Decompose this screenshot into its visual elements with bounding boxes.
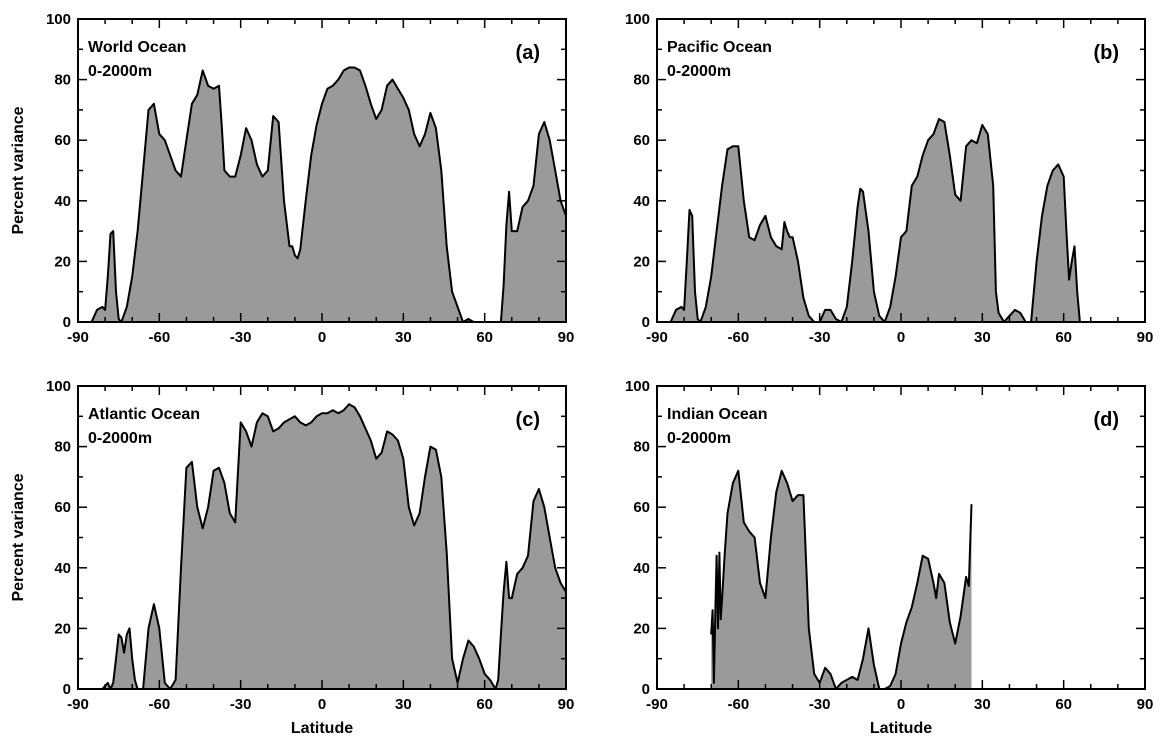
x-tick-label: -30 xyxy=(230,329,252,346)
panels: -90 -60 -30 0 30 60 90 0 20 40 60 80 100 World Ocean 0… xyxy=(10,11,1153,737)
panel-title: Indian Ocean xyxy=(667,406,767,423)
x-tick-label: -90 xyxy=(67,329,89,346)
panel-title: Pacific Ocean xyxy=(667,39,772,56)
y-tick-label: 100 xyxy=(625,378,650,395)
series-line xyxy=(710,469,973,689)
y-tick-label: 20 xyxy=(54,253,71,270)
y-tick-label: 100 xyxy=(625,11,650,28)
x-tick-label: 60 xyxy=(476,696,493,713)
y-tick-label: 80 xyxy=(633,72,650,89)
y-tick-label: 80 xyxy=(54,72,71,89)
y-tick-label: 80 xyxy=(633,439,650,456)
x-tick-label: 60 xyxy=(1055,329,1072,346)
x-tick-label: 60 xyxy=(1055,696,1072,713)
x-tick-label: 30 xyxy=(395,329,412,346)
x-tick-label: -60 xyxy=(148,329,170,346)
series-group xyxy=(669,118,1145,322)
x-tick-label: 0 xyxy=(897,696,905,713)
y-tick-label: 40 xyxy=(54,560,71,577)
series-area xyxy=(91,67,566,322)
series-area xyxy=(102,404,566,689)
series-area xyxy=(711,470,972,689)
panel-b: -90 -60 -30 0 30 60 90 0 20 40 60 80 100 Pacific Ocea… xyxy=(625,11,1153,346)
x-tick-label: 30 xyxy=(974,696,991,713)
y-tick-label: 40 xyxy=(633,193,650,210)
series-group xyxy=(710,469,973,689)
panel-label: (a) xyxy=(516,42,540,64)
x-tick-label: 30 xyxy=(974,329,991,346)
y-tick-label: 100 xyxy=(46,378,71,395)
y-tick-label: 0 xyxy=(642,681,650,698)
y-tick-label: 60 xyxy=(54,132,71,149)
x-tick-label: 90 xyxy=(1137,696,1154,713)
panel-label: (d) xyxy=(1093,409,1119,431)
panel-c: -90 -60 -30 0 30 60 90 0 20 40 60 80 100 Atlantic Oce… xyxy=(10,378,574,737)
y-tick-label: 0 xyxy=(642,314,650,331)
x-tick-label: -30 xyxy=(809,696,831,713)
x-tick-label: 90 xyxy=(558,696,575,713)
x-axis-label: Latitude xyxy=(870,720,932,737)
series-line xyxy=(101,403,566,689)
x-tick-label: 60 xyxy=(476,329,493,346)
y-tick-label: 20 xyxy=(633,620,650,637)
x-tick-label: -30 xyxy=(809,329,831,346)
panel-subtitle: 0-2000m xyxy=(88,63,152,80)
x-tick-label: -90 xyxy=(67,696,89,713)
x-tick-label: 30 xyxy=(395,696,412,713)
panel-title: World Ocean xyxy=(88,39,186,56)
x-tick-label: 0 xyxy=(318,696,326,713)
panel-subtitle: 0-2000m xyxy=(667,430,731,447)
x-tick-label: -90 xyxy=(646,696,668,713)
y-tick-label: 0 xyxy=(63,681,71,698)
panel-a: -90 -60 -30 0 30 60 90 0 20 40 60 80 100 World Ocean 0… xyxy=(10,11,574,346)
series-line xyxy=(90,66,566,322)
y-tick-label: 20 xyxy=(54,620,71,637)
x-tick-label: -60 xyxy=(148,696,170,713)
y-tick-label: 40 xyxy=(54,193,71,210)
y-tick-label: 40 xyxy=(633,560,650,577)
y-axis-label: Percent variance xyxy=(10,106,27,234)
y-tick-label: 100 xyxy=(46,11,71,28)
x-tick-label: -60 xyxy=(727,329,749,346)
series-group xyxy=(90,66,566,322)
y-tick-label: 60 xyxy=(633,132,650,149)
x-tick-label: 0 xyxy=(318,329,326,346)
x-tick-label: -90 xyxy=(646,329,668,346)
x-tick-label: -60 xyxy=(727,696,749,713)
x-tick-label: 90 xyxy=(1137,329,1154,346)
y-tick-label: 60 xyxy=(54,499,71,516)
series-line xyxy=(669,118,1145,322)
x-axis-label: Latitude xyxy=(291,720,353,737)
panel-title: Atlantic Ocean xyxy=(88,406,200,423)
series-group xyxy=(101,403,566,689)
panel-label: (c) xyxy=(516,409,540,431)
y-axis-label: Percent variance xyxy=(10,473,27,601)
x-tick-label: 90 xyxy=(558,329,575,346)
panel-subtitle: 0-2000m xyxy=(667,63,731,80)
panel-subtitle: 0-2000m xyxy=(88,430,152,447)
y-tick-label: 60 xyxy=(633,499,650,516)
y-tick-label: 20 xyxy=(633,253,650,270)
panel-label: (b) xyxy=(1093,42,1119,64)
y-tick-label: 0 xyxy=(63,314,71,331)
panel-d: -90 -60 -30 0 30 60 90 0 20 40 60 80 100 Indian Ocean… xyxy=(625,378,1153,737)
x-tick-label: -30 xyxy=(230,696,252,713)
x-tick-label: 0 xyxy=(897,329,905,346)
y-tick-label: 80 xyxy=(54,439,71,456)
